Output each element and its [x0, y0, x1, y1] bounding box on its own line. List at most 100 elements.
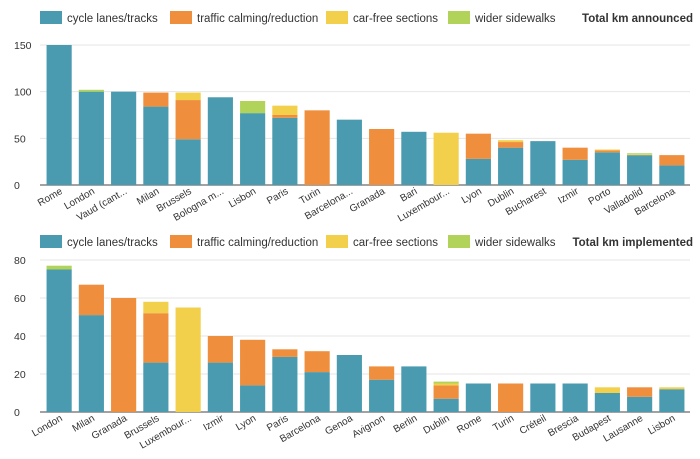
bar-segment-carfree	[143, 301, 169, 314]
y-tick-label: 0	[14, 180, 20, 192]
legend-label: cycle lanes/tracks	[67, 237, 158, 249]
bar-segment-calming	[304, 110, 330, 185]
legend-swatch	[170, 11, 192, 24]
bar-segment-cycle	[530, 141, 556, 185]
x-tick-label: Granada	[90, 413, 130, 442]
bar-segment-cycle	[78, 315, 104, 412]
x-tick-label: Lisbon	[646, 413, 677, 437]
y-tick-label: 0	[14, 407, 20, 419]
legend-item-sidewalk: wider sidewalks	[448, 11, 556, 25]
bar-segment-cycle	[240, 385, 266, 412]
legend-label: car-free sections	[353, 237, 438, 249]
bar-segment-cycle	[207, 362, 233, 412]
legend-label: traffic calming/reduction	[197, 13, 318, 25]
x-tick-label: Izmir	[556, 186, 581, 207]
x-tick-label: Bari	[398, 186, 419, 204]
legend-label: wider sidewalks	[474, 13, 556, 25]
x-tick-label: Turin	[491, 413, 516, 434]
bar-segment-cycle	[207, 97, 233, 185]
bar-segment-carfree	[498, 140, 524, 143]
bar-segment-cycle	[240, 113, 266, 185]
legend-swatch	[170, 235, 192, 248]
y-tick-label: 100	[14, 87, 32, 99]
bar-segment-cycle	[594, 152, 620, 185]
bar-segment-sidewalk	[433, 381, 459, 384]
bar-segment-calming	[175, 100, 201, 140]
y-tick-label: 80	[14, 255, 26, 267]
bar-segment-cycle	[498, 147, 524, 185]
x-tick-label: Avignon	[350, 413, 387, 441]
bar-segment-cycle	[594, 393, 620, 412]
x-tick-label: Genoa	[323, 413, 355, 438]
bar-segment-carfree	[175, 307, 201, 412]
bar-segment-sidewalk	[240, 101, 266, 114]
y-tick-label: 60	[14, 293, 26, 305]
bar-segment-cycle	[336, 355, 362, 412]
legend-item-carfree: car-free sections	[326, 235, 438, 249]
bar-segment-calming	[465, 133, 491, 159]
bar-segment-cycle	[369, 379, 395, 412]
legend-label: traffic calming/reduction	[197, 237, 318, 249]
bar-segment-cycle	[433, 398, 459, 412]
bar-segment-calming	[659, 155, 685, 166]
bar-segment-cycle	[659, 165, 685, 185]
bar-segment-carfree	[594, 387, 620, 393]
bar-segment-cycle	[627, 396, 653, 412]
bar-segment-carfree	[175, 92, 201, 101]
bar-segment-calming	[433, 385, 459, 399]
bar-segment-cycle	[78, 91, 104, 185]
legend-swatch	[448, 235, 470, 248]
bar-segment-cycle	[272, 356, 298, 412]
bar-segment-cycle	[465, 383, 491, 412]
chart-title: Total km implemented	[572, 237, 693, 249]
chart-panel-1: cycle lanes/tracks traffic calming/reduct…	[14, 11, 693, 225]
bar-segment-cycle	[401, 131, 427, 185]
bar-segment-cycle	[401, 366, 427, 412]
legend-item-cycle: cycle lanes/tracks	[40, 11, 158, 25]
bar-segment-calming	[562, 147, 588, 160]
y-tick-label: 150	[14, 40, 32, 52]
x-tick-label: Granada	[348, 186, 388, 215]
bar-segment-sidewalk	[46, 265, 72, 270]
y-tick-label: 20	[14, 369, 26, 381]
bar-segment-cycle	[46, 269, 72, 412]
bar-segment-calming	[369, 366, 395, 380]
bar-segment-calming	[627, 387, 653, 397]
bar-segment-cycle	[659, 389, 685, 412]
legend-label: car-free sections	[353, 13, 438, 25]
legend-swatch	[326, 235, 348, 248]
x-tick-label: Lyon	[460, 186, 484, 206]
bar-segment-cycle	[562, 383, 588, 412]
legend-item-calming: traffic calming/reduction	[170, 235, 318, 249]
bar-segment-calming	[272, 349, 298, 357]
bar-segment-cycle	[465, 158, 491, 185]
bar-segment-carfree	[627, 154, 653, 156]
bar-segment-cycle	[46, 45, 72, 185]
bar-segment-calming	[498, 142, 524, 148]
legend-item-carfree: car-free sections	[326, 11, 438, 25]
bar-segment-sidewalk	[78, 89, 104, 92]
legend-label: cycle lanes/tracks	[67, 13, 158, 25]
bar-segment-sidewalk	[627, 153, 653, 155]
bar-segment-cycle	[336, 119, 362, 185]
bar-segment-calming	[78, 284, 104, 316]
bar-segment-cycle	[175, 139, 201, 185]
bar-segment-cycle	[627, 155, 653, 185]
x-tick-label: London	[30, 413, 64, 439]
bar-segment-calming	[207, 336, 233, 363]
legend-swatch	[40, 235, 62, 248]
bar-segment-carfree	[659, 387, 685, 390]
bar-segment-cycle	[530, 383, 556, 412]
legend-swatch	[40, 11, 62, 24]
x-tick-label: Paris	[265, 186, 290, 207]
bar-segment-carfree	[594, 149, 620, 151]
legend-swatch	[326, 11, 348, 24]
bar-segment-calming	[369, 129, 395, 185]
bar-segment-calming	[498, 383, 524, 412]
bar-segment-calming	[143, 313, 169, 363]
bar-segment-cycle	[562, 159, 588, 185]
bar-segment-carfree	[433, 132, 459, 185]
bar-segment-carfree	[272, 105, 298, 115]
legend-label: wider sidewalks	[474, 237, 556, 249]
